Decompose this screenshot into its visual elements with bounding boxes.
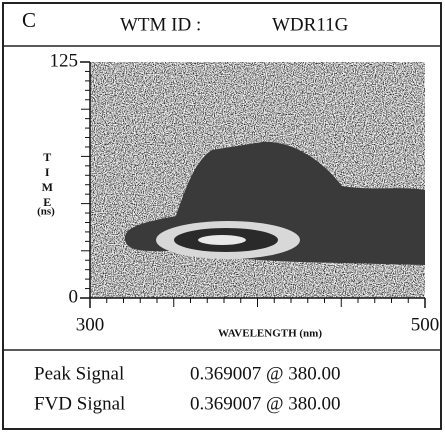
x-tick-label: 300 xyxy=(76,314,105,335)
y-tick-label: 125 xyxy=(50,50,79,71)
y-axis-unit: (ns) xyxy=(37,206,55,218)
plot-area xyxy=(90,62,425,298)
x-axis-label: WAVELENGTH (nm) xyxy=(218,328,322,340)
panel-label: C xyxy=(22,8,36,32)
y-tick-label: 0 xyxy=(69,286,79,307)
signal-value: 0.369007 @ 380.00 xyxy=(190,363,341,384)
signal-value: 0.369007 @ 380.00 xyxy=(190,393,341,414)
signal-name: FVD Signal xyxy=(34,393,125,414)
frame xyxy=(2,2,442,430)
x-tick-label: 500 xyxy=(411,314,440,335)
signal-peak xyxy=(198,235,246,245)
title-label: WTM ID : xyxy=(120,14,201,35)
title-value: WDR11G xyxy=(272,14,349,35)
y-axis-label: TIME xyxy=(40,150,54,210)
signal-name: Peak Signal xyxy=(34,363,124,384)
minor-ticks xyxy=(81,70,409,307)
